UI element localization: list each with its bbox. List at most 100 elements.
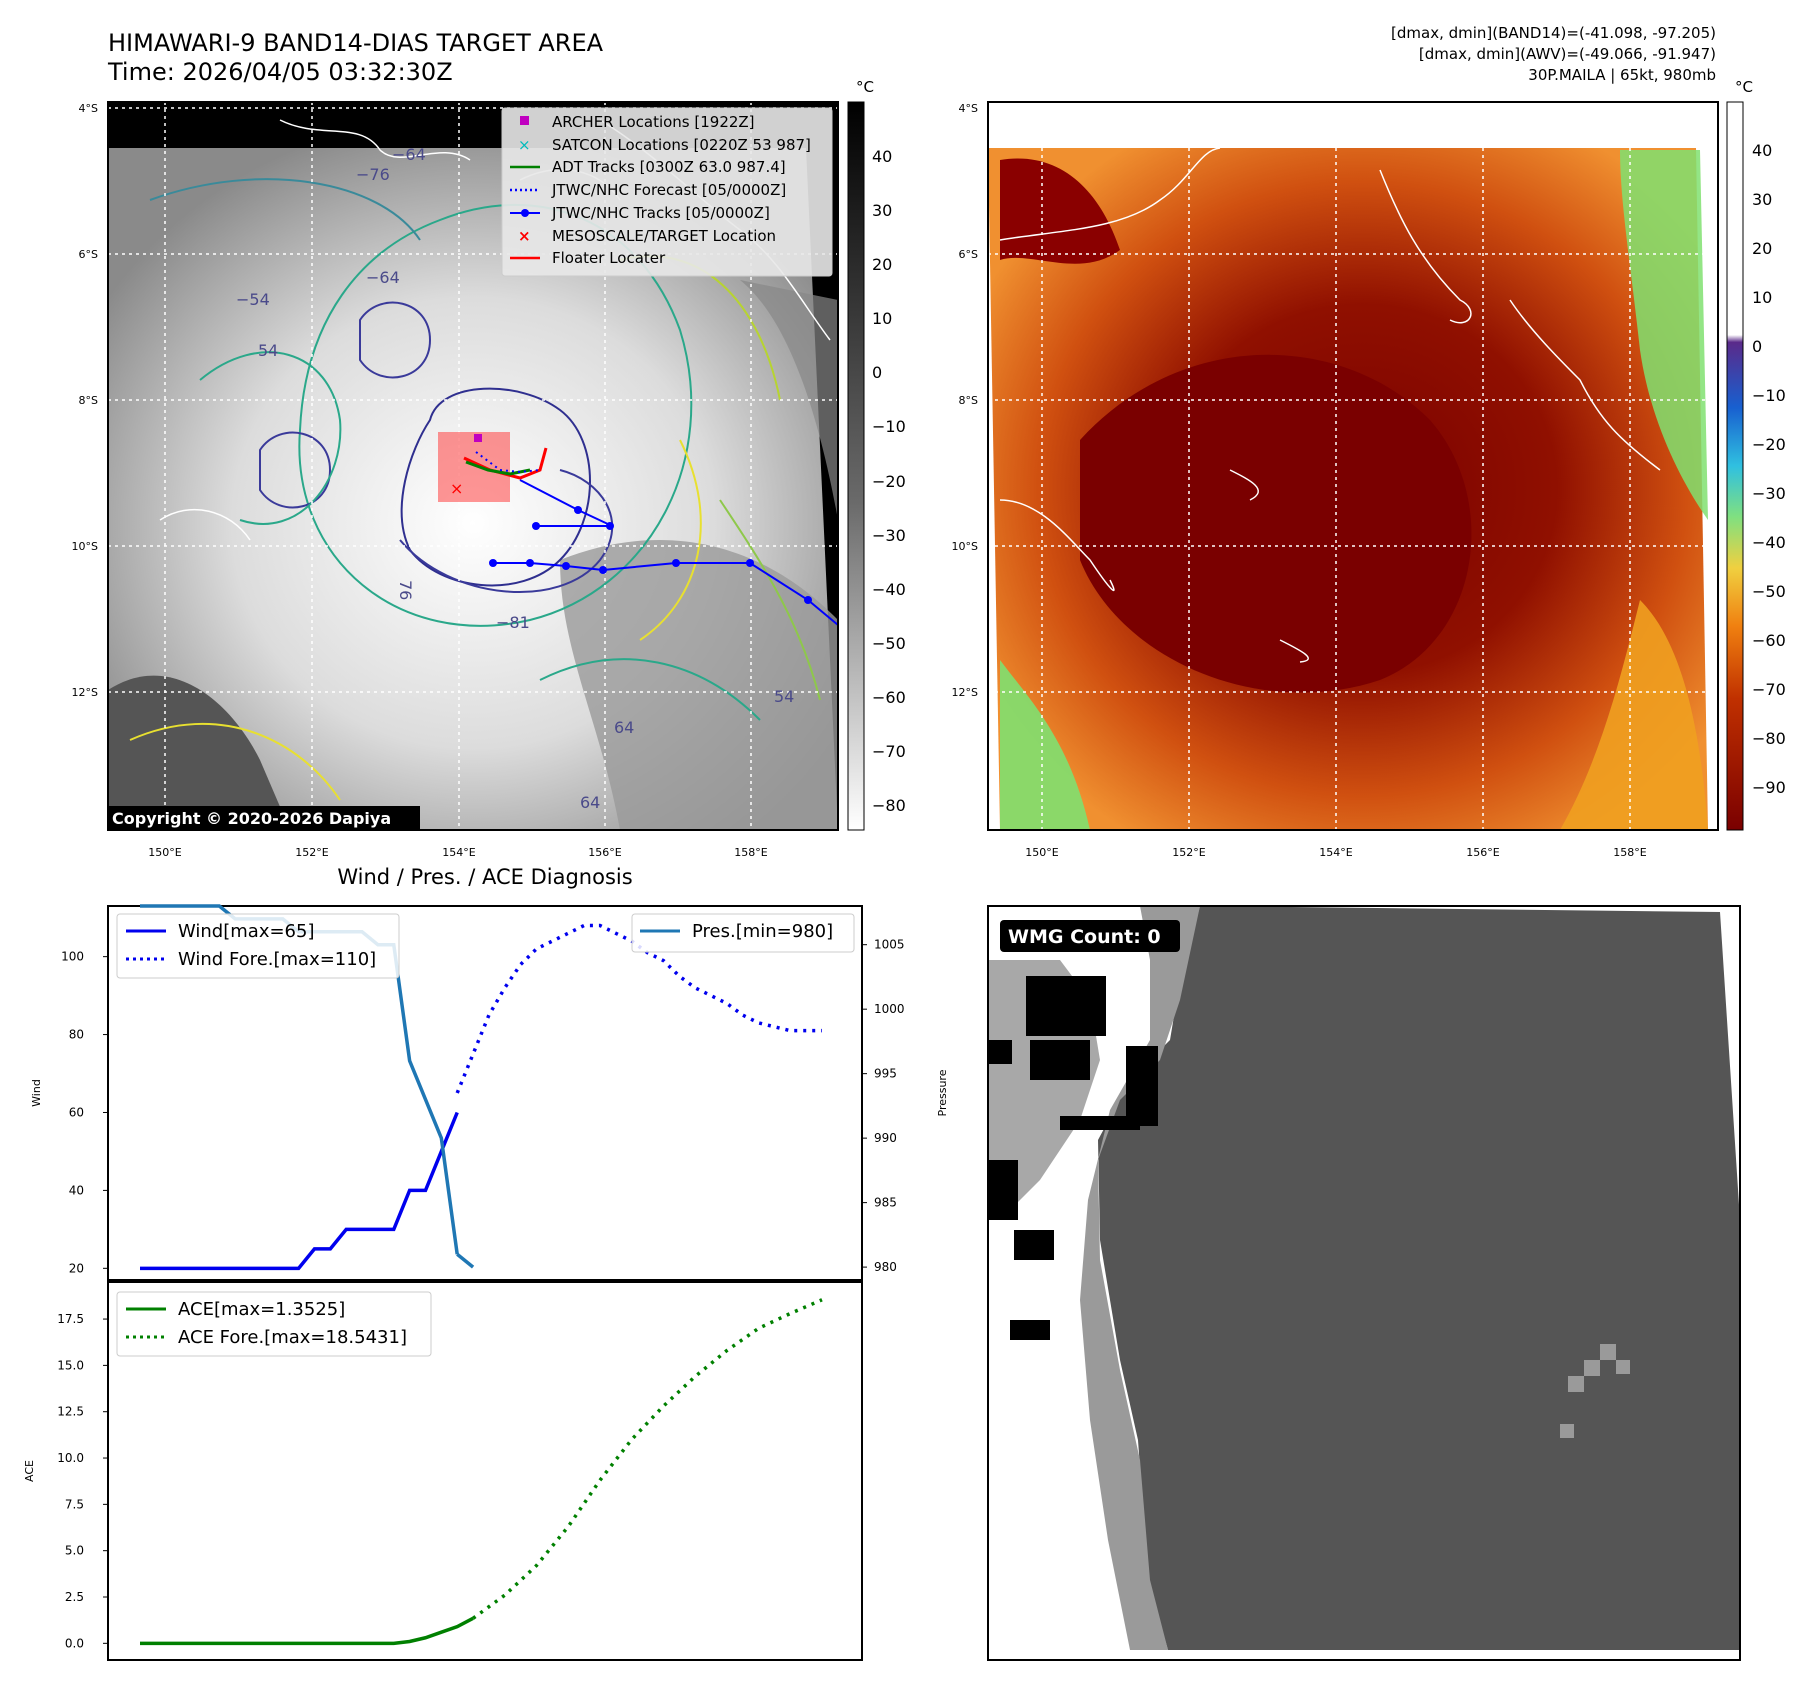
lat-label: 12°S — [952, 686, 978, 699]
lon-label: 158°E — [734, 846, 767, 859]
wind-legend: Wind[max=65] Wind Fore.[max=110] — [116, 913, 400, 979]
wmg-black-pixels — [988, 976, 1158, 1340]
svg-text:−64: −64 — [392, 145, 426, 164]
pressure-legend: Pres.[min=980] — [631, 913, 855, 953]
legend-pressure: Pres.[min=980] — [692, 921, 833, 942]
ace-forecast-line — [472, 1298, 823, 1620]
pressure-tick-label: 1005 — [874, 938, 905, 952]
ace-axis-label: ACE — [23, 1460, 36, 1482]
svg-text:76: 76 — [396, 580, 415, 600]
svg-text:64: 64 — [580, 793, 600, 812]
pressure-tick-label: 980 — [874, 1260, 897, 1274]
legend-mesoscale: × MESOSCALE/TARGET Location — [518, 227, 776, 245]
jtwc-track-b — [493, 562, 839, 626]
legend-wind-forecast: Wind Fore.[max=110] — [178, 949, 376, 970]
colorbar-unit: °C — [856, 78, 874, 96]
svg-text:−20: −20 — [872, 472, 906, 491]
svg-text:−60: −60 — [872, 688, 906, 707]
diagnosis-title: Wind / Pres. / ACE Diagnosis — [337, 865, 632, 889]
pressure-tick-label: 995 — [874, 1067, 897, 1081]
lat-label: 4°S — [79, 102, 98, 115]
svg-text:54: 54 — [774, 687, 794, 706]
ace-tick-label: 7.5 — [65, 1497, 84, 1511]
lon-label: 150°E — [1025, 846, 1058, 859]
legend-ace: ACE[max=1.3525] — [178, 1299, 345, 1320]
wmg-frame — [987, 905, 1741, 1661]
svg-text:30: 30 — [1752, 190, 1772, 209]
ace-tick-label: 0.0 — [65, 1636, 84, 1650]
figure-title: HIMAWARI-9 BAND14-DIAS TARGET AREA — [108, 29, 604, 57]
svg-text:−40: −40 — [872, 580, 906, 599]
wmg-dark-region — [1098, 906, 1740, 1650]
awv-colorbar: °C 40 30 20 10 0 −10 −20 −30 −40 −50 −60… — [1726, 78, 1786, 831]
svg-text:−80: −80 — [872, 796, 906, 815]
wmg-count: WMG Count: 0 — [1008, 926, 1161, 948]
svg-text:0: 0 — [1752, 337, 1762, 356]
svg-text:54: 54 — [258, 341, 278, 360]
wind-tick-label: 80 — [69, 1028, 84, 1042]
legend-ace-forecast: ACE Fore.[max=18.5431] — [178, 1327, 407, 1348]
svg-text:×: × — [518, 227, 531, 245]
pressure-series-line — [456, 1252, 475, 1269]
awv-map-frame — [987, 101, 1719, 831]
pressure-tick-label: 990 — [874, 1131, 897, 1145]
svg-text:−90: −90 — [1752, 778, 1786, 797]
ace-tick-label: 5.0 — [65, 1544, 84, 1558]
ace-chart: ACE 0.0 2.5 5.0 7.5 10.0 12.5 15.0 17.5 ACE[max… — [23, 1281, 863, 1661]
svg-text:−70: −70 — [872, 742, 906, 761]
lon-label: 156°E — [588, 846, 621, 859]
svg-text:−54: −54 — [236, 290, 270, 309]
lat-label: 8°S — [79, 394, 98, 407]
svg-text:SATCON Locations [0220Z 53 987: SATCON Locations [0220Z 53 987] — [552, 136, 811, 154]
svg-text:MESOSCALE/TARGET Location: MESOSCALE/TARGET Location — [552, 227, 776, 245]
legend-jtwc-tracks: JTWC/NHC Tracks [05/0000Z] — [510, 204, 770, 222]
svg-text:JTWC/NHC Tracks [05/0000Z]: JTWC/NHC Tracks [05/0000Z] — [551, 204, 770, 222]
info-band14: [dmax, dmin](BAND14)=(-41.098, -97.205) — [1391, 24, 1716, 42]
info-awv: [dmax, dmin](AWV)=(-49.066, -91.947) — [1419, 45, 1716, 63]
map-legend: ARCHER Locations [1922Z] × SATCON Locati… — [501, 107, 833, 277]
pressure-axis-label: Pressure — [936, 1069, 949, 1116]
ir-map-frame — [107, 101, 839, 831]
svg-text:ARCHER Locations [1922Z]: ARCHER Locations [1922Z] — [552, 113, 755, 131]
svg-text:−50: −50 — [872, 634, 906, 653]
wind-tick-label: 20 — [69, 1261, 84, 1275]
lon-label: 152°E — [295, 846, 328, 859]
awv-coastlines — [999, 147, 1661, 663]
legend-archer: ARCHER Locations [1922Z] — [520, 113, 755, 131]
svg-text:−30: −30 — [1752, 484, 1786, 503]
svg-text:ADT Tracks [0300Z 63.0 987.4]: ADT Tracks [0300Z 63.0 987.4] — [552, 158, 786, 176]
legend-floater: Floater Locater — [510, 249, 666, 267]
svg-text:−60: −60 — [1752, 631, 1786, 650]
copyright-text: Copyright © 2020-2026 Dapiya — [112, 809, 391, 828]
svg-text:10: 10 — [872, 309, 892, 328]
svg-text:−70: −70 — [1752, 680, 1786, 699]
legend-adt: ADT Tracks [0300Z 63.0 987.4] — [510, 158, 786, 176]
svg-text:−20: −20 — [1752, 435, 1786, 454]
ace-tick-label: 15.0 — [57, 1358, 84, 1372]
copyright-bg — [108, 806, 420, 830]
lon-label: 156°E — [1466, 846, 1499, 859]
svg-text:−40: −40 — [1752, 533, 1786, 552]
wind-tick-label: 60 — [69, 1105, 84, 1119]
legend-wind: Wind[max=65] — [178, 921, 315, 942]
ace-tick-label: 2.5 — [65, 1590, 84, 1604]
legend-forecast: JTWC/NHC Forecast [05/0000Z] — [510, 181, 786, 199]
svg-text:−30: −30 — [872, 526, 906, 545]
wmg-gray-band — [1080, 906, 1200, 1650]
lat-label: 6°S — [959, 248, 978, 261]
svg-text:JTWC/NHC Forecast [05/0000Z]: JTWC/NHC Forecast [05/0000Z] — [551, 181, 786, 199]
ace-tick-label: 10.0 — [57, 1451, 84, 1465]
svg-text:×: × — [518, 136, 531, 154]
wind-axis-label: Wind — [30, 1079, 43, 1107]
lat-label: 10°S — [952, 540, 978, 553]
svg-text:30: 30 — [872, 201, 892, 220]
contour-lines — [129, 178, 821, 801]
lat-label: 12°S — [72, 686, 98, 699]
ace-series-line — [140, 1616, 474, 1646]
svg-text:−64: −64 — [366, 268, 400, 287]
svg-text:0: 0 — [872, 363, 882, 382]
jtwc-track-dots — [489, 506, 812, 604]
svg-text:64: 64 — [614, 718, 634, 737]
lat-label: 4°S — [959, 102, 978, 115]
pressure-tick-label: 985 — [874, 1196, 897, 1210]
